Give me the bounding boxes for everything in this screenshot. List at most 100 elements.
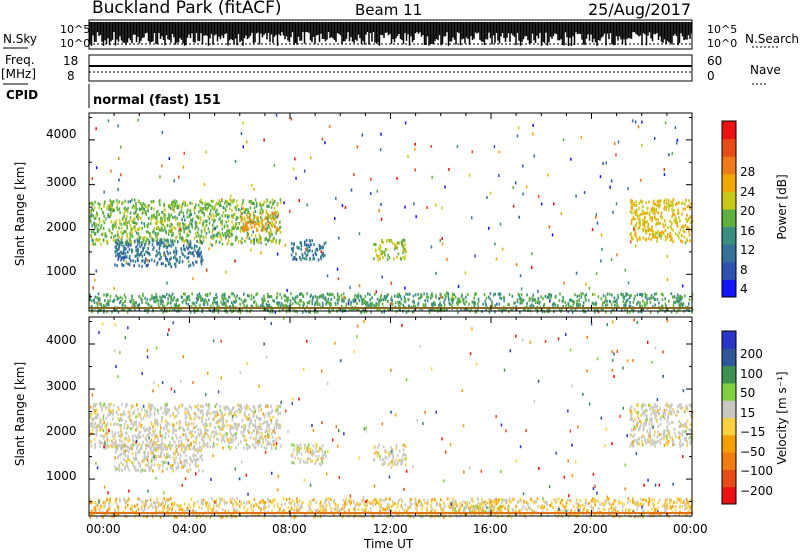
scatter-cell — [254, 198, 257, 202]
scatter-cell — [261, 209, 264, 213]
scatter-cell — [167, 244, 170, 248]
scatter-cell — [197, 233, 200, 237]
scatter-cell — [201, 458, 204, 462]
scatter-cell — [243, 208, 246, 212]
scatter-cell — [128, 468, 130, 472]
scatter-cell — [112, 409, 114, 413]
scatter-cell — [170, 297, 172, 301]
scatter-cell — [166, 455, 168, 459]
scatter-cell — [106, 422, 109, 426]
scatter-cell — [122, 451, 125, 455]
scatter-cell — [121, 243, 123, 247]
scatter-cell — [223, 424, 226, 428]
scatter-cell — [120, 448, 123, 452]
scatter-cell — [664, 297, 666, 301]
scatter-cell — [164, 460, 167, 464]
sparse-echo-cell — [675, 141, 678, 145]
scatter-cell — [591, 292, 594, 296]
scatter-cell — [150, 438, 153, 442]
scatter-cell — [230, 432, 232, 436]
scatter-cell — [248, 423, 251, 426]
scatter-cell — [592, 302, 595, 306]
scatter-cell — [610, 303, 613, 307]
scatter-cell — [267, 411, 269, 415]
sparse-echo-cell — [464, 271, 467, 275]
scatter-cell — [322, 254, 324, 258]
scatter-cell — [236, 236, 238, 240]
scatter-cell — [245, 299, 247, 303]
scatter-cell — [370, 310, 372, 314]
scatter-cell — [402, 256, 405, 259]
sparse-echo-cell — [335, 196, 337, 200]
sparse-echo-cell — [489, 191, 492, 195]
scatter-cell — [241, 419, 243, 422]
scatter-cell — [213, 435, 215, 439]
scatter-cell — [365, 301, 368, 304]
scatter-cell — [121, 256, 124, 260]
scatter-cell — [160, 426, 162, 430]
scatter-cell — [203, 213, 206, 217]
scatter-cell — [96, 424, 98, 428]
scatter-cell — [156, 222, 158, 226]
scatter-cell — [225, 420, 228, 424]
scatter-cell — [206, 292, 209, 296]
scatter-cell — [124, 304, 127, 308]
scatter-cell — [91, 428, 94, 432]
scatter-cell — [230, 242, 232, 246]
scatter-cell — [272, 439, 274, 443]
scatter-cell — [256, 239, 258, 243]
scatter-cell — [585, 298, 587, 302]
scatter-cell — [272, 202, 274, 206]
scatter-cell — [91, 224, 93, 228]
scatter-cell — [359, 294, 362, 298]
scatter-cell — [112, 417, 114, 421]
scatter-cell — [107, 413, 109, 417]
scatter-cell — [653, 206, 655, 210]
scatter-cell — [171, 463, 174, 467]
scatter-cell — [110, 444, 112, 448]
scatter-cell — [162, 461, 165, 465]
scatter-cell — [124, 431, 127, 435]
scatter-cell — [227, 233, 229, 237]
scatter-cell — [237, 208, 240, 211]
scatter-cell — [190, 443, 192, 447]
scatter-cell — [141, 240, 143, 244]
scatter-cell — [568, 298, 571, 302]
scatter-cell — [142, 210, 145, 214]
scatter-cell — [315, 449, 317, 453]
sparse-echo-cell — [379, 308, 382, 311]
sparse-echo-cell — [512, 204, 515, 208]
scatter-cell — [500, 297, 503, 301]
scatter-cell — [216, 410, 218, 414]
scatter-cell — [123, 308, 126, 312]
scatter-cell — [205, 223, 208, 227]
scatter-cell — [218, 305, 220, 309]
sparse-echo-cell — [347, 302, 350, 306]
scatter-cell — [259, 239, 262, 243]
scatter-cell — [95, 416, 98, 420]
scatter-cell — [229, 202, 231, 206]
scatter-cell — [125, 431, 128, 435]
scatter-cell — [90, 414, 92, 418]
scatter-cell — [200, 257, 203, 261]
scatter-cell — [149, 446, 151, 450]
scatter-cell — [188, 213, 191, 217]
scatter-cell — [447, 295, 450, 299]
scatter-cell — [194, 458, 197, 462]
scatter-cell — [638, 236, 641, 239]
scatter-cell — [404, 254, 407, 258]
scatter-cell — [391, 241, 394, 245]
scatter-cell — [194, 224, 197, 227]
sparse-echo-cell — [115, 241, 117, 244]
scatter-cell — [126, 458, 129, 462]
scatter-cell — [379, 248, 382, 252]
scatter-cell — [183, 459, 185, 463]
scatter-cell — [143, 469, 145, 473]
scatter-cell — [212, 206, 215, 210]
scatter-cell — [221, 219, 224, 223]
scatter-cell — [601, 304, 604, 308]
scatter-cell — [242, 198, 245, 202]
scatter-cell — [432, 304, 434, 308]
scatter-cell — [114, 465, 116, 469]
scatter-cell — [268, 238, 270, 242]
